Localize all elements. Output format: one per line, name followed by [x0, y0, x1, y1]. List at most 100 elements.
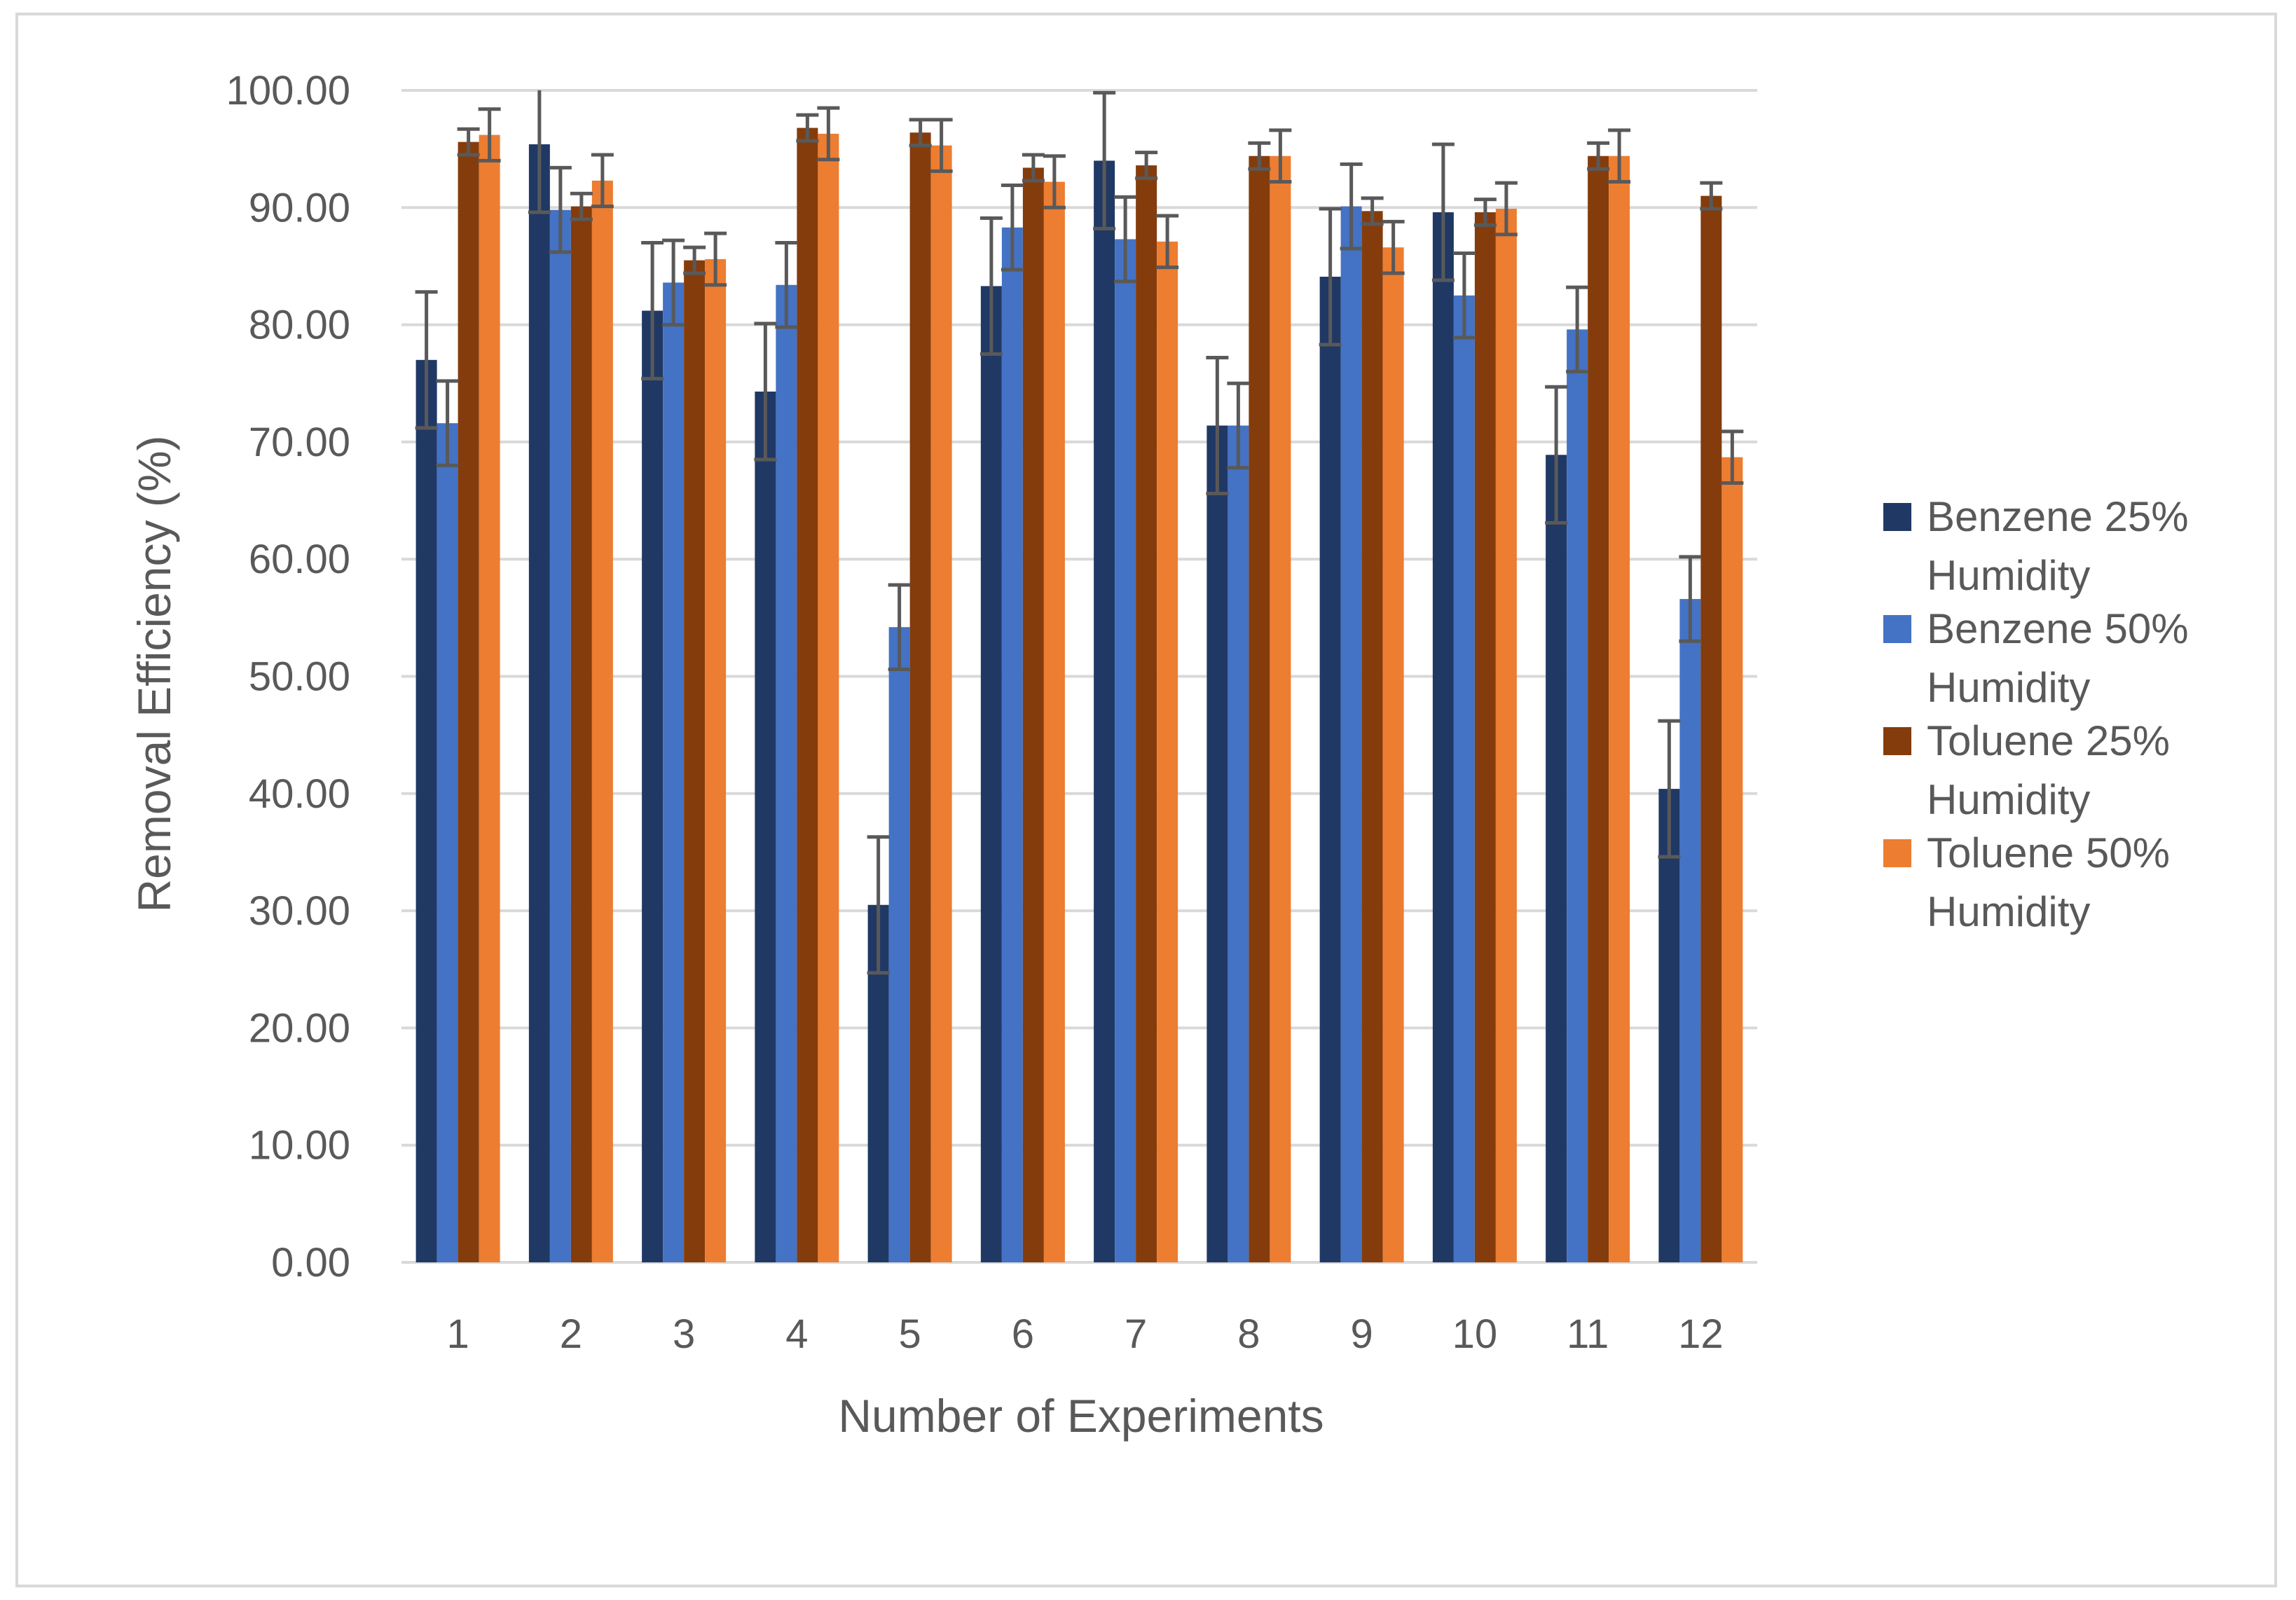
error-bar	[478, 107, 501, 163]
bar	[980, 286, 1002, 1262]
tick-labels: 0.00 10.00 20.00 30.00 40.00 50.00 60.00 70.00 8…	[226, 68, 1724, 1357]
error-bar	[591, 153, 614, 209]
x-tick-label: 3	[673, 1311, 695, 1357]
y-tick-label: 50.00	[249, 654, 350, 700]
error-bar	[867, 835, 890, 975]
bar	[1022, 167, 1044, 1263]
error-bar	[817, 106, 840, 162]
bar	[776, 284, 797, 1262]
x-tick-label: 2	[560, 1311, 582, 1357]
error-bar	[415, 290, 438, 430]
bar	[1700, 195, 1722, 1262]
legend-label: Benzene 25%	[1927, 493, 2189, 540]
error-bar	[1452, 251, 1476, 340]
error-bar	[1566, 285, 1589, 374]
legend-swatch	[1883, 503, 1911, 531]
bar	[1115, 239, 1136, 1263]
bar	[570, 206, 592, 1263]
legend-label: Benzene 50%	[1927, 605, 2189, 652]
bar	[436, 423, 458, 1262]
error-bar	[570, 191, 593, 221]
error-bar	[1587, 141, 1610, 171]
error-bar	[683, 245, 706, 275]
bar	[458, 142, 479, 1262]
error-bar	[1114, 195, 1137, 284]
y-tick-label: 20.00	[249, 1005, 350, 1051]
bar	[591, 180, 613, 1262]
y-tick-label: 70.00	[249, 420, 350, 465]
bar	[1453, 295, 1475, 1262]
bar	[1207, 425, 1228, 1262]
bar	[1474, 212, 1496, 1263]
bar	[1249, 156, 1270, 1263]
error-bar	[1361, 196, 1384, 226]
bar	[797, 127, 818, 1262]
legend-label: Toluene 25%	[1927, 717, 2170, 764]
error-bar	[1608, 128, 1631, 184]
error-bar	[1319, 207, 1342, 347]
error-bar	[457, 127, 480, 157]
bar	[888, 627, 910, 1262]
bar	[1721, 457, 1743, 1263]
bar	[1658, 789, 1680, 1262]
bar	[1588, 156, 1609, 1263]
legend-label: Toluene 50%	[1927, 829, 2170, 876]
error-bar	[754, 322, 777, 462]
x-tick-label: 12	[1678, 1311, 1724, 1357]
x-tick-label: 4	[785, 1311, 808, 1357]
bar	[1136, 165, 1157, 1262]
bar	[705, 258, 727, 1262]
error-bar	[796, 113, 819, 143]
error-bar	[1156, 214, 1179, 270]
error-bar	[1248, 141, 1271, 171]
error-bar	[641, 240, 664, 381]
bar	[1319, 277, 1341, 1263]
error-bar	[1473, 198, 1497, 227]
legend-swatch	[1883, 615, 1911, 643]
error-bar	[909, 118, 932, 148]
y-tick-label: 100.00	[226, 68, 350, 113]
x-tick-label: 7	[1125, 1311, 1147, 1357]
error-bar	[1269, 128, 1292, 184]
x-tick-label: 8	[1237, 1311, 1260, 1357]
error-bars	[415, 90, 1744, 975]
bar	[684, 260, 706, 1263]
x-tick-label: 9	[1350, 1311, 1373, 1357]
error-bar	[1494, 181, 1518, 237]
y-tick-label: 60.00	[249, 537, 350, 582]
legend-item: Toluene 50% Humidity	[1883, 829, 2170, 935]
y-axis-title: Removal Efficiency (%)	[128, 436, 180, 913]
y-tick-label: 80.00	[249, 303, 350, 348]
error-bar	[704, 231, 727, 287]
bar	[1340, 206, 1362, 1263]
error-bar	[1721, 429, 1744, 485]
error-bar	[1382, 219, 1405, 275]
error-bar	[775, 240, 798, 329]
x-tick-label: 1	[446, 1311, 469, 1357]
bar	[1270, 156, 1291, 1263]
y-tick-label: 10.00	[249, 1123, 350, 1168]
legend-label-line2: Humidity	[1927, 776, 2090, 823]
bar	[1609, 156, 1630, 1263]
legend-swatch	[1883, 839, 1911, 867]
error-bar	[1340, 162, 1363, 251]
bars	[415, 127, 1743, 1263]
x-axis-title: Number of Experiments	[838, 1390, 1324, 1442]
x-tick-label: 6	[1012, 1311, 1034, 1357]
error-bar	[549, 165, 572, 254]
error-bar	[888, 583, 911, 671]
error-bar	[979, 216, 1003, 356]
error-bar	[1093, 90, 1116, 230]
bar	[663, 282, 685, 1262]
y-tick-label: 90.00	[249, 185, 350, 230]
error-bar	[1001, 184, 1024, 272]
x-tick-label: 5	[898, 1311, 921, 1357]
bar	[479, 135, 500, 1263]
legend-label-line2: Humidity	[1927, 888, 2090, 935]
error-bar	[1022, 153, 1045, 183]
bar	[1043, 181, 1065, 1262]
gridlines	[401, 89, 1757, 1264]
error-bar	[1135, 151, 1158, 180]
error-bar	[436, 379, 459, 467]
